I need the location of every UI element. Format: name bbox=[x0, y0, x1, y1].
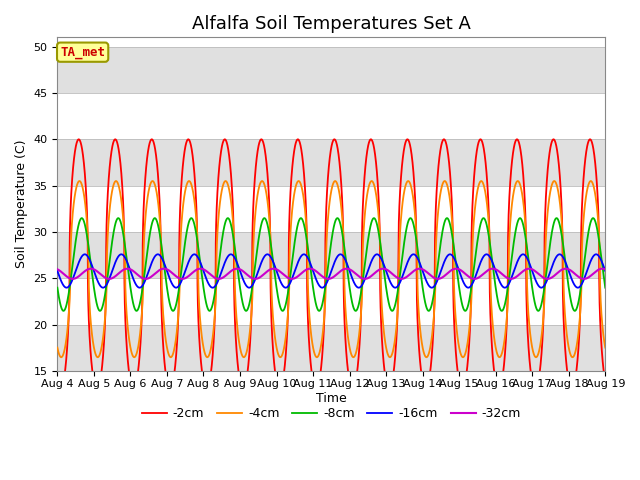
-8cm bbox=[264, 223, 272, 229]
X-axis label: Time: Time bbox=[316, 392, 347, 405]
-16cm bbox=[602, 268, 609, 274]
-2cm bbox=[264, 171, 271, 177]
-4cm bbox=[532, 354, 540, 360]
-16cm bbox=[532, 277, 540, 283]
Bar bbox=[58, 47, 605, 93]
-16cm bbox=[591, 252, 598, 258]
-32cm bbox=[116, 269, 124, 275]
-32cm bbox=[288, 276, 296, 282]
-32cm bbox=[148, 273, 156, 279]
-16cm bbox=[54, 268, 61, 274]
-2cm bbox=[54, 379, 61, 384]
-8cm bbox=[288, 263, 296, 269]
-16cm bbox=[116, 252, 124, 258]
-2cm bbox=[287, 177, 295, 183]
Text: TA_met: TA_met bbox=[60, 46, 105, 59]
Y-axis label: Soil Temperature (C): Soil Temperature (C) bbox=[15, 140, 28, 268]
Line: -8cm: -8cm bbox=[58, 218, 605, 311]
-4cm bbox=[148, 178, 156, 184]
-4cm bbox=[495, 354, 503, 360]
Legend: -2cm, -4cm, -8cm, -16cm, -32cm: -2cm, -4cm, -8cm, -16cm, -32cm bbox=[136, 402, 526, 425]
-2cm bbox=[148, 137, 156, 143]
-8cm bbox=[532, 304, 540, 310]
-4cm bbox=[514, 178, 522, 184]
-4cm bbox=[116, 188, 124, 194]
-32cm bbox=[591, 269, 598, 275]
-32cm bbox=[602, 266, 609, 272]
-32cm bbox=[252, 276, 259, 282]
-2cm bbox=[532, 386, 540, 392]
Line: -4cm: -4cm bbox=[58, 181, 605, 357]
-8cm bbox=[602, 285, 609, 290]
-4cm bbox=[591, 189, 598, 195]
-16cm bbox=[592, 252, 600, 257]
-16cm bbox=[148, 258, 156, 264]
-32cm bbox=[233, 266, 241, 272]
-8cm bbox=[116, 217, 124, 223]
-2cm bbox=[404, 136, 412, 142]
Bar bbox=[58, 139, 605, 186]
-2cm bbox=[591, 157, 598, 163]
-16cm bbox=[264, 252, 271, 257]
-4cm bbox=[287, 218, 295, 224]
Line: -16cm: -16cm bbox=[58, 254, 605, 288]
-8cm bbox=[148, 219, 156, 225]
-2cm bbox=[422, 387, 429, 393]
-8cm bbox=[591, 217, 598, 223]
-32cm bbox=[532, 269, 540, 275]
Bar bbox=[58, 325, 605, 371]
-8cm bbox=[243, 308, 250, 314]
-32cm bbox=[54, 266, 61, 272]
-16cm bbox=[63, 285, 70, 290]
-4cm bbox=[54, 345, 61, 350]
-2cm bbox=[602, 379, 609, 384]
-8cm bbox=[54, 285, 61, 290]
-4cm bbox=[602, 345, 609, 350]
Line: -32cm: -32cm bbox=[58, 269, 605, 279]
Line: -2cm: -2cm bbox=[58, 139, 605, 390]
-16cm bbox=[287, 277, 295, 283]
-32cm bbox=[264, 268, 272, 274]
-2cm bbox=[116, 156, 124, 161]
Title: Alfalfa Soil Temperatures Set A: Alfalfa Soil Temperatures Set A bbox=[192, 15, 471, 33]
-4cm bbox=[264, 198, 271, 204]
Bar bbox=[58, 232, 605, 278]
-8cm bbox=[224, 215, 232, 221]
